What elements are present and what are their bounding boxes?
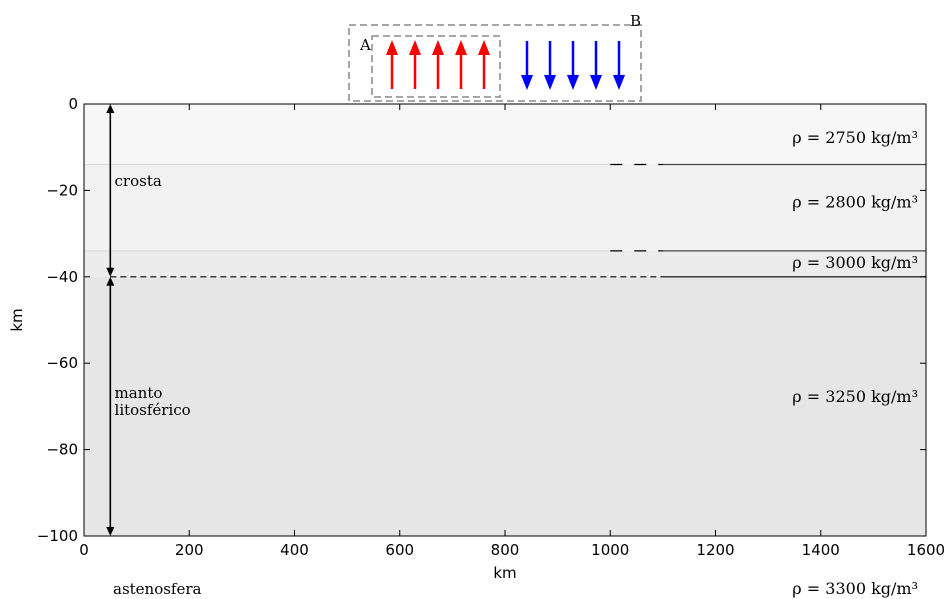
density-labels: ρ = 2750 kg/m³ ρ = 2800 kg/m³ ρ = 3000 kg/… [792,128,918,406]
x-axis-ticks: 0 200 400 600 800 1000 1200 1400 1600 [79,104,945,559]
up-arrow-2 [432,40,444,89]
crust-thickness-arrow-head-bottom [106,267,115,277]
y-axis-title: km [8,308,26,331]
up-arrow-1 [409,40,421,89]
down-arrow-head-2 [567,75,579,90]
x-tick-label-4: 800 [491,541,520,559]
layer-0 [84,104,926,165]
upward-force-arrows [386,40,490,89]
x-axis-title: km [493,564,516,582]
up-arrow-head-4 [478,40,490,55]
x-tick-label-5: 1000 [591,541,629,559]
mantle-thickness-arrow-head-top [106,276,115,286]
y-tick-label-5: −100 [37,527,78,545]
x-tick-label-1: 200 [175,541,204,559]
down-arrow-head-4 [613,75,625,90]
up-arrow-head-2 [432,40,444,55]
x-tick-label-0: 0 [79,541,89,559]
density-label-1: ρ = 2800 kg/m³ [792,193,918,212]
up-arrow-head-3 [455,40,467,55]
asthenosphere-label: astenosfera [113,580,202,598]
y-tick-label-4: −80 [46,441,78,459]
downward-force-arrows [521,41,625,90]
y-tick-label-2: −40 [46,268,78,286]
asthenosphere-density: ρ = 3300 kg/m³ [792,579,918,598]
density-label-2: ρ = 3000 kg/m³ [792,253,918,272]
down-arrow-1 [544,41,556,90]
layer-1 [84,164,926,251]
down-arrow-4 [613,41,625,90]
mantle-thickness-arrow [106,276,115,536]
crust-thickness-arrow-head-top [106,104,115,113]
mantle-thickness-arrow-head-bottom [106,527,115,536]
up-arrow-3 [455,40,467,89]
y-axis-ticks: 0 −20 −40 −60 −80 −100 [37,95,926,545]
inset-label-b: B [630,12,641,30]
y-tick-label-1: −20 [46,181,78,199]
inset-panel: A B [348,12,642,102]
x-tick-label-2: 400 [280,541,309,559]
layer-boundaries [84,163,926,278]
up-arrow-head-1 [409,40,421,55]
density-layers [84,104,926,536]
down-arrow-head-1 [544,75,556,90]
inset-box-a [371,35,501,98]
y-tick-label-3: −60 [46,354,78,372]
y-tick-label-0: 0 [68,95,78,113]
up-arrow-0 [386,40,398,89]
up-arrow-4 [478,40,490,89]
layer-3 [84,276,926,536]
x-tick-label-6: 1200 [696,541,734,559]
down-arrow-head-0 [521,75,533,90]
density-label-0: ρ = 2750 kg/m³ [792,128,918,147]
down-arrow-2 [567,41,579,90]
inset-box-b [348,24,642,102]
down-arrow-0 [521,41,533,90]
thickness-arrows [106,104,115,536]
region-label-1: manto [115,384,163,402]
down-arrow-3 [590,41,602,90]
region-label-0: crosta [115,172,162,190]
density-label-3: ρ = 3250 kg/m³ [792,387,918,406]
layer-2 [84,250,926,277]
crust-thickness-arrow [106,104,115,277]
x-tick-label-7: 1400 [802,541,840,559]
x-tick-label-8: 1600 [907,541,945,559]
down-arrow-head-3 [590,75,602,90]
region-label-2: litosférico [115,401,191,419]
x-tick-label-3: 600 [385,541,414,559]
inset-label-a: A [359,36,371,54]
up-arrow-head-0 [386,40,398,55]
